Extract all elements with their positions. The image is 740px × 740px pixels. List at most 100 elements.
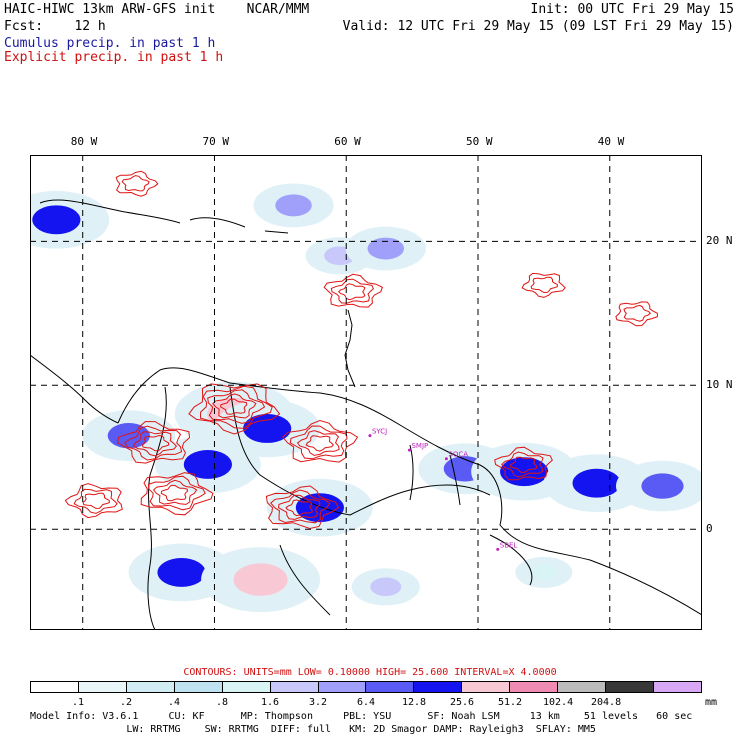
contour-info: CONTOURS: UNITS=mm LOW= 0.10000 HIGH= 25… bbox=[183, 667, 557, 678]
explicit-contour bbox=[265, 485, 340, 530]
explicit-contour bbox=[623, 304, 652, 322]
explicit-contour bbox=[285, 499, 313, 517]
explicit-contour bbox=[521, 272, 566, 298]
lon-tick-label: 40 W bbox=[597, 135, 625, 148]
explicit-contour bbox=[199, 385, 273, 429]
explicit-contour bbox=[530, 276, 558, 294]
legend-tick-label: .4 bbox=[168, 697, 181, 708]
explicit-contour bbox=[160, 484, 188, 502]
border-west bbox=[147, 386, 167, 630]
explicit-contour bbox=[124, 425, 183, 461]
cumulus-cell bbox=[233, 563, 288, 596]
model-info-line2: LW: RRTMG SW: RRTMG DIFF: full KM: 2D Sm… bbox=[30, 724, 596, 735]
model-title: HAIC-HIWC 13km ARW-GFS init NCAR/MMM bbox=[4, 2, 310, 17]
explicit-contour bbox=[500, 451, 544, 478]
lon-tick-label: 70 W bbox=[202, 135, 229, 148]
explicit-contour bbox=[277, 494, 321, 520]
lat-tick-label: 20 N bbox=[706, 234, 733, 248]
station-label-soca: SOCA bbox=[448, 451, 468, 459]
station-labels: SBEL SOCA SMJP SYCJ bbox=[368, 428, 517, 551]
explicit-contour bbox=[152, 479, 198, 505]
forecast-hour: Fcst: 12 h bbox=[4, 19, 106, 34]
cumulus-cell bbox=[370, 577, 402, 597]
station-label-smjp: SMJP bbox=[411, 442, 428, 450]
color-legend bbox=[30, 681, 702, 693]
explicit-contour bbox=[337, 283, 366, 301]
legend-swatch bbox=[462, 682, 511, 692]
coastline-amazon-mouth bbox=[489, 534, 533, 586]
explicit-contour bbox=[73, 488, 118, 514]
legend-tick-label: 1.6 bbox=[261, 697, 280, 708]
legend-unit: mm bbox=[705, 697, 718, 708]
explicit-contour bbox=[509, 456, 538, 474]
legend-swatch bbox=[31, 682, 79, 692]
border-south-1 bbox=[229, 386, 351, 516]
station-dot bbox=[407, 448, 411, 452]
station-dot bbox=[496, 547, 500, 551]
cumulus-cell bbox=[572, 468, 621, 498]
lat-tick-label: 10 N bbox=[706, 378, 733, 392]
explicit-contour bbox=[207, 389, 266, 424]
station-label-sycj: SYCJ bbox=[372, 428, 387, 436]
model-info-line1: Model Info: V3.6.1 CU: KF MP: Thompson P… bbox=[30, 711, 693, 722]
legend-tick-label: .1 bbox=[72, 697, 85, 708]
legend-swatch bbox=[270, 682, 319, 692]
lon-tick-label: 60 W bbox=[334, 135, 361, 148]
cumulus-label: Cumulus precip. in past 1 h bbox=[4, 36, 216, 51]
legend-tick-label: .8 bbox=[216, 697, 229, 708]
explicit-contour bbox=[147, 475, 206, 511]
explicit-contour bbox=[615, 301, 658, 327]
legend-tick-label: 204.8 bbox=[591, 697, 622, 708]
legend-swatch bbox=[558, 682, 607, 692]
explicit-contour bbox=[494, 446, 553, 481]
legend-tick-label: 51.2 bbox=[498, 697, 523, 708]
station-dot bbox=[368, 434, 372, 438]
cumulus-cell bbox=[275, 194, 312, 217]
valid-time: Valid: 12 UTC Fri 29 May 15 (09 LST Fri … bbox=[342, 19, 734, 34]
init-time: Init: 00 UTC Fri 29 May 15 bbox=[530, 2, 735, 17]
cumulus-cell bbox=[32, 205, 81, 235]
explicit-contour bbox=[305, 435, 334, 452]
explicit-contour bbox=[141, 435, 170, 452]
explicit-contour bbox=[132, 431, 178, 457]
legend-swatch bbox=[126, 682, 175, 692]
legend-swatch bbox=[78, 682, 127, 692]
legend-swatch bbox=[366, 682, 415, 692]
legend-tick-label: 12.8 bbox=[402, 697, 427, 708]
explicit-contour bbox=[64, 483, 123, 519]
lat-lon-grid bbox=[30, 155, 702, 630]
legend-tick-label: 102.4 bbox=[543, 697, 574, 708]
legend-tick-label: 6.4 bbox=[357, 697, 376, 708]
precip-map: SBEL SOCA SMJP SYCJ bbox=[30, 155, 702, 630]
legend-swatch bbox=[318, 682, 367, 692]
legend-swatch bbox=[222, 682, 271, 692]
cumulus-layer bbox=[30, 183, 702, 613]
explicit-contour bbox=[323, 273, 384, 308]
border-south-4 bbox=[449, 454, 461, 506]
explicit-contour bbox=[270, 489, 331, 524]
explicit-contour bbox=[115, 170, 159, 197]
explicit-contour bbox=[330, 278, 375, 304]
border-south-5 bbox=[279, 544, 331, 616]
coastline-south-america bbox=[117, 367, 702, 616]
explicit-contour bbox=[117, 421, 191, 464]
lon-tick-label: 50 W bbox=[466, 135, 493, 148]
border-south-3 bbox=[409, 444, 414, 501]
station-label-sbel: SBEL bbox=[500, 541, 518, 549]
explicit-contour bbox=[188, 383, 281, 435]
explicit-contour bbox=[212, 393, 257, 419]
map-background bbox=[30, 155, 702, 630]
cumulus-cell bbox=[530, 564, 557, 581]
explicit-contours-layer bbox=[64, 170, 658, 530]
coastlines bbox=[30, 199, 702, 630]
legend-swatch bbox=[510, 682, 559, 692]
cumulus-cell bbox=[243, 414, 292, 443]
cumulus-cell bbox=[183, 450, 232, 479]
cumulus-cell bbox=[295, 493, 344, 523]
explicit-contour bbox=[121, 175, 150, 192]
explicit-contour bbox=[220, 398, 248, 415]
coastline-lesser-antilles bbox=[344, 309, 356, 388]
explicit-contour bbox=[140, 472, 214, 516]
legend-swatch bbox=[174, 682, 223, 692]
coastline-hispaniola bbox=[189, 217, 246, 228]
